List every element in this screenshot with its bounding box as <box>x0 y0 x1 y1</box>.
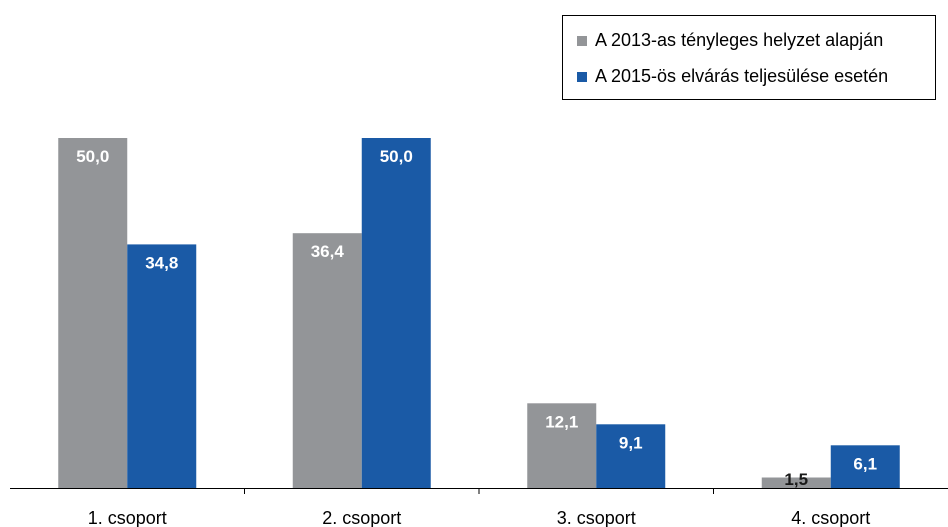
bar-2015-group-2 <box>361 138 431 488</box>
bar-2015-group-3 <box>596 424 666 488</box>
x-tick-label-2: 2. csoport <box>322 508 401 527</box>
data-label-2013-group-1: 50,0 <box>76 147 109 166</box>
x-tick-label-1: 1. csoport <box>88 508 167 527</box>
legend-swatch-2015 <box>577 71 587 82</box>
legend: A 2013-as tényleges helyzet alapján A 20… <box>562 15 936 100</box>
bar-2013-group-3 <box>527 403 597 488</box>
data-label-2013-group-2: 36,4 <box>311 242 345 261</box>
legend-swatch-2013 <box>577 35 587 46</box>
legend-item-2015: A 2015-ös elvárás teljesülése esetén <box>577 66 888 87</box>
data-label-2015-group-2: 50,0 <box>380 147 413 166</box>
bar-2013-group-2 <box>292 233 362 488</box>
bar-2013-group-4 <box>761 477 831 488</box>
x-tick-label-3: 3. csoport <box>557 508 636 527</box>
data-label-2015-group-1: 34,8 <box>145 253 178 272</box>
bar-2015-group-4 <box>830 445 900 488</box>
data-label-2015-group-3: 9,1 <box>619 433 643 452</box>
x-tick-label-4: 4. csoport <box>791 508 870 527</box>
legend-label-2013: A 2013-as tényleges helyzet alapján <box>595 30 884 50</box>
bar-2013-group-1 <box>58 138 128 488</box>
data-label-2013-group-3: 12,1 <box>545 412 578 431</box>
data-label-2015-group-4: 6,1 <box>853 454 877 473</box>
legend-label-2015: A 2015-ös elvárás teljesülése esetén <box>595 66 889 86</box>
legend-item-2013: A 2013-as tényleges helyzet alapján <box>577 30 883 51</box>
bar-2015-group-1 <box>127 244 197 488</box>
data-label-2013-group-4: 1,5 <box>784 470 808 489</box>
